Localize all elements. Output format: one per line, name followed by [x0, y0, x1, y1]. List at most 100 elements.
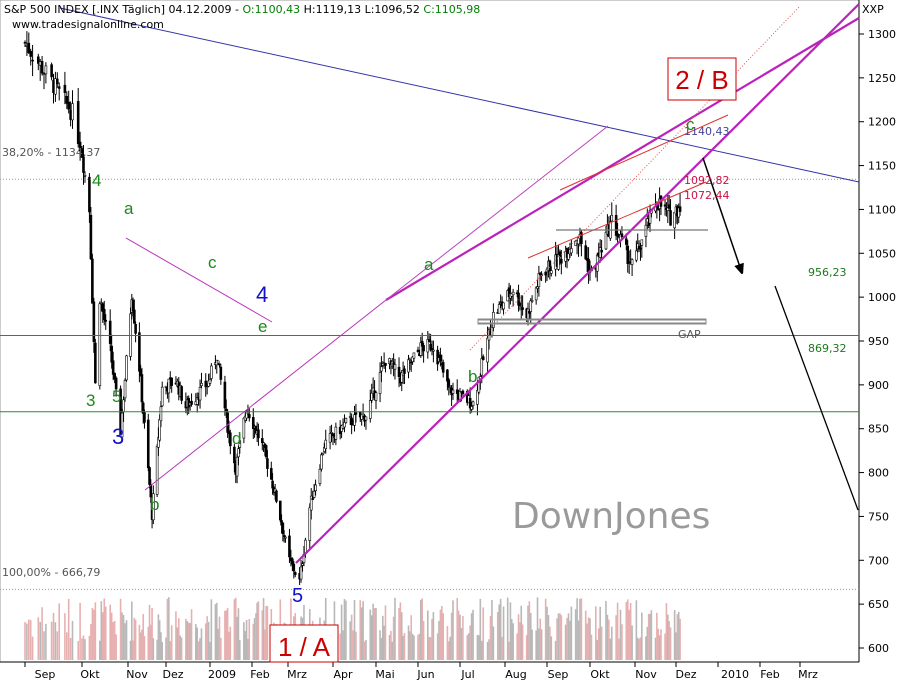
candle-230	[486, 326, 489, 373]
volume-bar-245	[516, 633, 518, 660]
y-tick-label-5: 1050	[868, 247, 896, 260]
candle-body	[76, 101, 80, 144]
candle-body	[604, 232, 608, 250]
volume-bar-69	[170, 625, 173, 660]
candle-body	[529, 300, 533, 312]
volume-bar-236	[498, 604, 500, 660]
volume-bar-44	[125, 620, 128, 660]
y-tick-label-1: 1250	[868, 72, 896, 85]
volume-bar-73	[179, 635, 181, 660]
wedge-lower-line	[527, 181, 707, 259]
volume-bar-46	[131, 601, 133, 660]
candle-5	[36, 53, 40, 71]
candle-body	[517, 292, 520, 306]
volume-bar-194	[413, 635, 415, 660]
volume-bar-200	[427, 610, 429, 660]
volume-bar-101	[234, 597, 237, 660]
volume-bar-56	[148, 604, 151, 660]
candle-body	[50, 64, 53, 78]
volume-bar-192	[410, 615, 413, 660]
candle-body	[92, 301, 96, 343]
candle-body	[309, 495, 313, 511]
volume-bar-51	[139, 632, 142, 660]
candle-body	[530, 300, 534, 302]
volume-bar-58	[151, 608, 153, 660]
candle-body	[110, 345, 113, 363]
x-tick-label-8: Mai	[375, 668, 394, 680]
candle-164	[354, 403, 358, 423]
candle-body	[54, 78, 57, 95]
volume-bar-81	[196, 627, 199, 660]
candle-body	[266, 458, 269, 469]
volume-bar-14	[58, 603, 60, 660]
wave-label-b-left: b	[150, 495, 159, 514]
volume-bar-188	[402, 635, 404, 660]
volume-bar-271	[566, 617, 568, 660]
candle-154	[334, 422, 338, 446]
candle-body	[314, 484, 317, 491]
candle-body	[31, 59, 34, 62]
volume-bar-243	[510, 619, 513, 660]
candle-45	[129, 307, 132, 361]
candle-29	[94, 338, 97, 384]
volume-bar-199	[422, 620, 425, 660]
candle-body	[269, 468, 273, 480]
volume-bar-114	[257, 601, 260, 660]
candle-14	[57, 82, 61, 101]
candle-body	[308, 507, 312, 541]
volume-bar-258	[539, 618, 542, 660]
candle-body	[229, 432, 232, 447]
volume-bar-321	[665, 603, 668, 660]
volume-bar-93	[218, 616, 221, 660]
candle-189	[403, 365, 406, 385]
volume-bar-259	[540, 629, 543, 660]
candle-body	[160, 386, 164, 407]
candle-26	[89, 206, 93, 260]
y-tick-label-13: 650	[868, 598, 889, 611]
volume-bar-4	[31, 636, 34, 660]
volume-bar-23	[82, 635, 85, 660]
y-tick-label-6: 1000	[868, 291, 896, 304]
boxed-label-1-a: 1 / A	[269, 624, 339, 663]
wave-label-c-right: c	[686, 115, 695, 134]
candle-141	[309, 488, 313, 520]
volume-bar-220	[466, 635, 469, 660]
volume-bar-232	[489, 615, 492, 660]
candle-body	[238, 440, 242, 448]
x-tick-label-2: Nov	[126, 668, 148, 680]
volume-bar-206	[438, 620, 440, 660]
volume-bar-42	[122, 615, 125, 660]
volume-bar-96	[225, 610, 228, 660]
volume-bar-256	[536, 597, 539, 660]
volume-bar-111	[253, 618, 256, 660]
wave-label-3-green: 3	[86, 391, 95, 410]
candle-body	[226, 412, 229, 433]
candle-119	[266, 450, 269, 477]
volume-bar-76	[186, 621, 189, 660]
volume-bar-31	[100, 601, 103, 660]
volume-bar-54	[143, 636, 146, 660]
candle-body	[426, 339, 430, 353]
volume-bar-299	[621, 624, 623, 660]
x-tick-label-1: Okt	[80, 668, 100, 680]
volume-bar-207	[439, 609, 442, 660]
gap-box	[477, 318, 707, 325]
volume-bar-241	[508, 641, 510, 660]
volume-bar-94	[220, 637, 222, 660]
volume-bar-166	[360, 607, 363, 660]
volume-bar-257	[538, 628, 540, 660]
candle-body	[471, 401, 475, 406]
candle-body	[432, 349, 435, 352]
candle-body	[412, 352, 416, 359]
candle-body	[44, 65, 48, 75]
volume-bar-211	[448, 641, 450, 660]
volume-bar-210	[446, 626, 449, 660]
volume-bar-293	[609, 638, 612, 660]
candle-body	[292, 563, 296, 572]
candle-body	[210, 365, 213, 379]
candle-body	[23, 41, 27, 44]
candle-147	[321, 452, 325, 456]
volume-bar-272	[567, 613, 570, 660]
volume-bar-15	[64, 613, 66, 660]
candle-body	[158, 419, 161, 441]
